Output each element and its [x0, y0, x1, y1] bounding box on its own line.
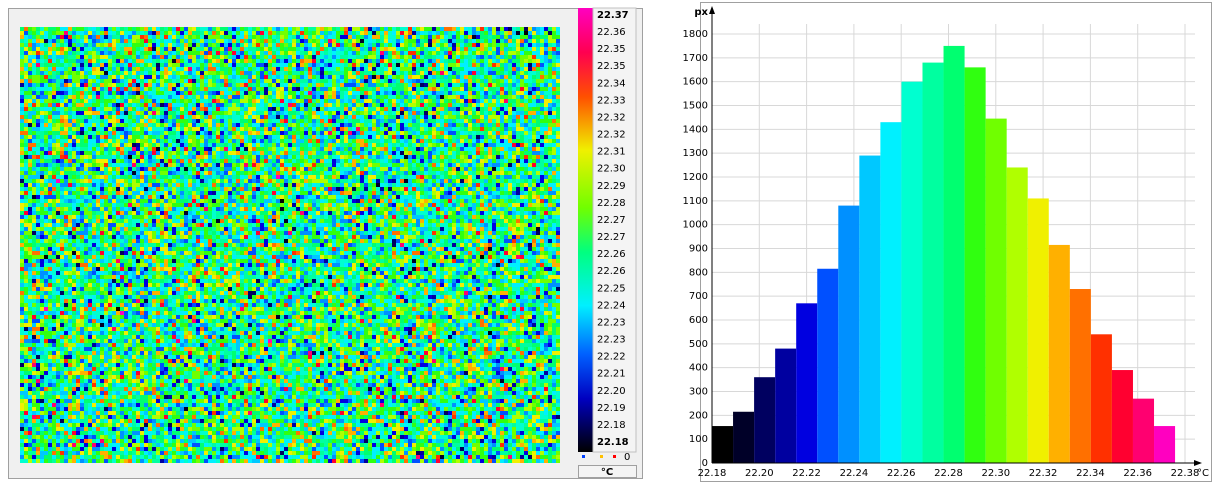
x-axis-label: °C	[1197, 468, 1209, 479]
x-tick-label: 22.18	[698, 468, 727, 479]
x-tick-label: 22.28	[934, 468, 963, 479]
colorbar-label: 22.18	[597, 437, 629, 448]
bar	[901, 82, 922, 463]
colorbar-label: 22.37	[597, 10, 629, 21]
bar	[944, 46, 965, 463]
y-tick-label: 600	[689, 315, 708, 326]
thermal-image	[20, 27, 560, 463]
y-tick-label: 1000	[683, 220, 708, 231]
count-label: 0	[624, 452, 630, 463]
bar	[1007, 167, 1028, 463]
y-tick-label: 1100	[683, 196, 708, 207]
bar	[1133, 399, 1154, 463]
bar	[1154, 426, 1175, 463]
icon	[582, 455, 585, 458]
bar	[986, 119, 1007, 463]
y-tick-label: 1600	[683, 77, 708, 88]
y-tick-label: 400	[689, 363, 708, 374]
colorbar-label: 22.24	[597, 300, 626, 311]
bar	[712, 426, 733, 463]
bar	[754, 377, 775, 463]
x-tick-label: 22.26	[887, 468, 916, 479]
y-tick-label: 1200	[683, 172, 708, 183]
colorbar-label: 22.32	[597, 130, 626, 141]
screen: 22.37 22.36 22.35 22.35 22.34 22.33 22.32 22.32…	[0, 0, 1215, 484]
page: {"colorbar": {"labels": ["22.37", "22.36…	[0, 0, 1215, 484]
y-tick-label: 1400	[683, 124, 708, 135]
bar	[817, 269, 838, 463]
colorbar	[578, 8, 593, 452]
colorbar-label: 22.25	[597, 283, 626, 294]
colorbar-label: 22.20	[597, 386, 626, 397]
y-axis-label: px	[694, 7, 708, 18]
y-tick-label: 100	[689, 434, 708, 445]
colorbar-label: 22.35	[597, 61, 626, 72]
x-tick-label: 22.34	[1076, 468, 1105, 479]
y-tick-label: 700	[689, 291, 708, 302]
bar	[733, 412, 754, 463]
x-tick-label: 22.38	[1171, 468, 1200, 479]
y-tick-label: 1800	[683, 29, 708, 40]
bar	[1070, 289, 1091, 463]
colorbar-label: 22.29	[597, 181, 626, 192]
colorbar-label: 22.31	[597, 147, 626, 158]
colorbar-label: 22.23	[597, 317, 626, 328]
x-tick-label: 22.32	[1029, 468, 1058, 479]
icon	[600, 455, 603, 458]
colorbar-label: 22.33	[597, 95, 626, 106]
colorbar-label: 22.27	[597, 215, 626, 226]
y-tick-label: 200	[689, 410, 708, 421]
y-tick-label: 900	[689, 244, 708, 255]
colorbar-label: 22.26	[597, 249, 626, 260]
y-tick-label: 500	[689, 339, 708, 350]
x-tick-label: 22.30	[981, 468, 1010, 479]
y-tick-label: 1300	[683, 148, 708, 159]
colorbar-label: 22.21	[597, 369, 626, 380]
bar	[796, 303, 817, 463]
x-tick-label: 22.24	[840, 468, 869, 479]
bar	[1112, 370, 1133, 463]
bar	[1028, 198, 1049, 463]
colorbar-label: 22.35	[597, 44, 626, 55]
colorbar-label: 22.27	[597, 232, 626, 243]
bar	[1091, 334, 1112, 463]
bar	[838, 206, 859, 463]
unit-label: °C	[601, 467, 613, 478]
colorbar-label: 22.34	[597, 78, 626, 89]
bar	[922, 63, 943, 463]
colorbar-label: 22.23	[597, 335, 626, 346]
x-tick-label: 22.22	[792, 468, 821, 479]
icon	[613, 455, 616, 458]
colorbar-label: 22.18	[597, 420, 626, 431]
colorbar-label: 22.26	[597, 266, 626, 277]
y-tick-label: 800	[689, 267, 708, 278]
y-tick-label: 1500	[683, 101, 708, 112]
x-tick-label: 22.36	[1123, 468, 1152, 479]
colorbar-label: 22.28	[597, 198, 626, 209]
colorbar-label: 22.36	[597, 27, 626, 38]
colorbar-label: 22.19	[597, 403, 626, 414]
bar	[1049, 245, 1070, 463]
bar	[965, 67, 986, 463]
colorbar-label: 22.22	[597, 352, 626, 363]
x-tick-label: 22.20	[745, 468, 774, 479]
bar	[859, 156, 880, 463]
colorbar-label: 22.32	[597, 112, 626, 123]
colorbar-label: 22.30	[597, 164, 626, 175]
y-tick-label: 1700	[683, 53, 708, 64]
bar	[880, 122, 901, 463]
bar	[775, 349, 796, 463]
y-tick-label: 300	[689, 387, 708, 398]
